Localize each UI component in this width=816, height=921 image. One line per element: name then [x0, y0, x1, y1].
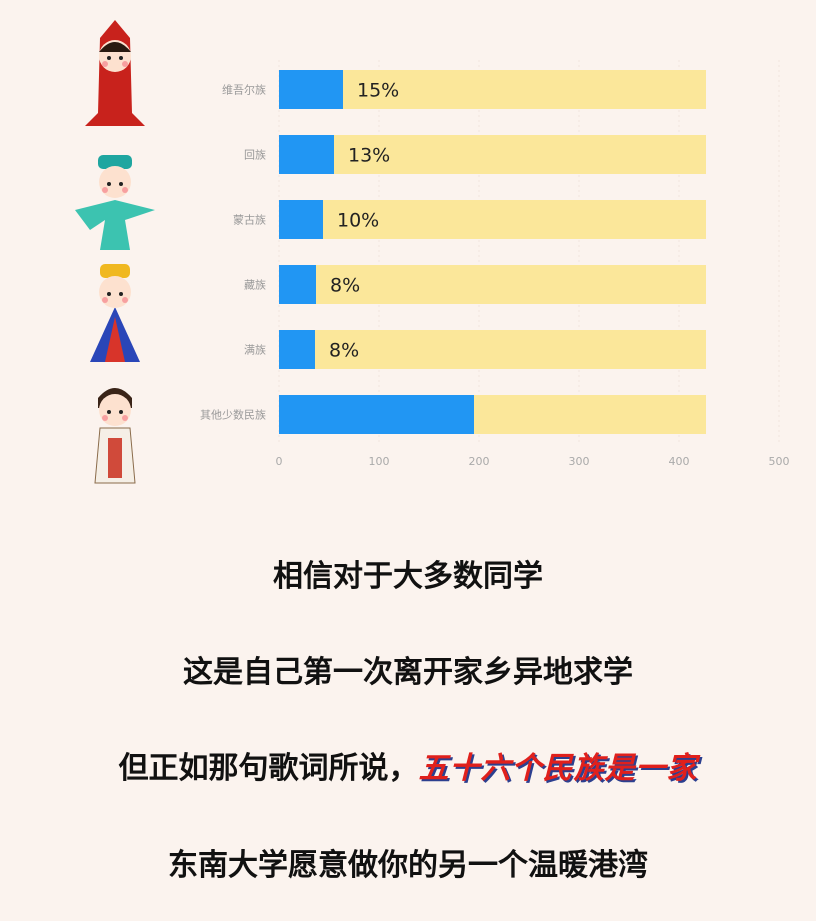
data-label: 13%: [348, 145, 390, 167]
bar-segment-remainder: [474, 395, 706, 434]
bar-segment-remainder: [315, 330, 706, 369]
bar-segment-remainder: [334, 135, 706, 174]
caption-line-4: 东南大学愿意做你的另一个温暖港湾: [168, 848, 648, 883]
bar-segment-primary: [279, 330, 315, 369]
y-category-label: 满族: [244, 343, 266, 357]
x-tick-label: 500: [769, 455, 790, 468]
y-category-label: 维吾尔族: [222, 83, 266, 97]
caption-line-3: 但正如那句歌词所说，五十六个民族是一家: [0, 743, 816, 787]
x-tick-label: 100: [369, 455, 390, 468]
x-tick-label: 200: [469, 455, 490, 468]
y-category-label: 蒙古族: [233, 213, 266, 227]
x-tick-label: 300: [569, 455, 590, 468]
caption-line-1: 相信对于大多数同学: [273, 559, 543, 594]
tibetan-figure-illustration: [90, 264, 140, 362]
bar-segment-remainder: [323, 200, 706, 239]
bar-segment-remainder: [343, 70, 706, 109]
data-label: 8%: [329, 340, 359, 362]
caption-line-2: 这是自己第一次离开家乡异地求学: [183, 655, 633, 690]
bar-segment-primary: [279, 70, 343, 109]
bar-segment-primary: [279, 200, 323, 239]
bar-segment-primary: [279, 395, 474, 434]
uyghur-figure-illustration: [85, 20, 145, 126]
y-category-label: 回族: [244, 148, 266, 162]
hui-figure-illustration: [75, 155, 155, 250]
bar-segment-primary: [279, 265, 316, 304]
caption-line-3-highlight: 五十六个民族是一家: [418, 751, 698, 786]
bar-segment-primary: [279, 135, 334, 174]
y-category-label: 其他少数民族: [200, 408, 266, 422]
caption-line-3-prefix: 但正如那句歌词所说，: [118, 751, 419, 786]
minority-figure-illustration: [94, 388, 136, 484]
data-label: 8%: [330, 275, 360, 297]
y-category-label: 藏族: [244, 278, 266, 292]
data-label: 15%: [357, 80, 399, 102]
x-tick-label: 0: [276, 455, 283, 468]
x-tick-label: 400: [669, 455, 690, 468]
bar-segment-remainder: [316, 265, 706, 304]
stacked-bar-chart: 0 100 200 300 400 500 维吾尔族 15% 回族 13% 蒙古族 10% 藏族 8% 满族…: [200, 60, 790, 468]
data-label: 10%: [337, 210, 379, 232]
